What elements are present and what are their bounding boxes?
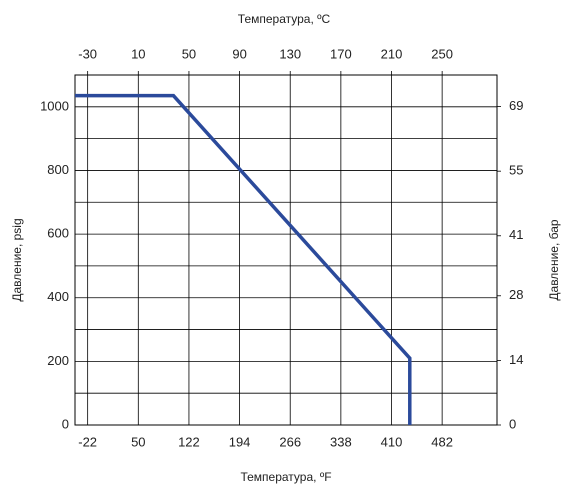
- x-tick-label: 194: [229, 434, 251, 449]
- x2-tick-label: 10: [131, 46, 145, 61]
- x2-axis-title: Температура, ºC: [238, 12, 331, 26]
- x-tick-label: 122: [178, 434, 200, 449]
- y-tick-label: 800: [47, 162, 69, 177]
- y-axis-title: Давление, psig: [10, 218, 24, 301]
- x2-tick-label: 210: [381, 46, 403, 61]
- y2-axis-title: Давление, бар: [547, 219, 561, 301]
- x2-tick-label: 50: [182, 46, 196, 61]
- y2-tick-label: 14: [509, 352, 523, 367]
- x2-tick-label: 90: [232, 46, 246, 61]
- x-axis-title: Температура, ºF: [240, 470, 331, 484]
- y-tick-label: 0: [62, 416, 69, 431]
- x-tick-label: 266: [279, 434, 301, 449]
- y2-tick-label: 55: [509, 163, 523, 178]
- plot-frame: [74, 74, 498, 426]
- x2-tick-label: -30: [78, 46, 97, 61]
- y-tick-label: 1000: [40, 98, 69, 113]
- x-tick-label: -22: [78, 434, 97, 449]
- y-tick-label: 600: [47, 226, 69, 241]
- x2-tick-label: 130: [279, 46, 301, 61]
- y-tick-label: 400: [47, 289, 69, 304]
- y2-tick-label: 0: [509, 416, 516, 431]
- y-tick-label: 200: [47, 353, 69, 368]
- x2-tick-label: 250: [431, 46, 453, 61]
- y2-tick-label: 28: [509, 287, 523, 302]
- x-tick-label: 50: [131, 434, 145, 449]
- x-tick-label: 410: [381, 434, 403, 449]
- data-line: [75, 93, 412, 425]
- x-tick-label: 338: [330, 434, 352, 449]
- x-tick-label: 482: [431, 434, 453, 449]
- y2-tick-label: 41: [509, 227, 523, 242]
- y2-tick-label: 69: [509, 98, 523, 113]
- x2-tick-label: 170: [330, 46, 352, 61]
